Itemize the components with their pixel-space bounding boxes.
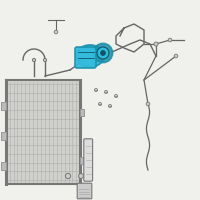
FancyBboxPatch shape [77,183,92,199]
Bar [1,132,6,140]
Circle shape [65,173,71,179]
Circle shape [104,90,108,94]
Bar [1,102,6,110]
Circle shape [108,104,112,108]
Circle shape [98,102,102,106]
Circle shape [168,38,172,42]
Circle shape [79,174,83,178]
Bar [6,80,80,184]
Circle shape [93,43,113,63]
Circle shape [146,102,150,106]
Bar [80,157,84,164]
Circle shape [54,30,58,34]
Bar [80,109,84,116]
Circle shape [97,47,109,59]
Circle shape [43,58,47,62]
Ellipse shape [76,45,104,67]
FancyBboxPatch shape [75,47,96,68]
FancyBboxPatch shape [84,139,93,181]
Circle shape [114,94,118,98]
Bar [1,162,6,170]
Circle shape [154,42,158,46]
Circle shape [32,58,36,62]
Circle shape [94,88,98,92]
Circle shape [174,54,178,58]
Circle shape [101,51,105,55]
